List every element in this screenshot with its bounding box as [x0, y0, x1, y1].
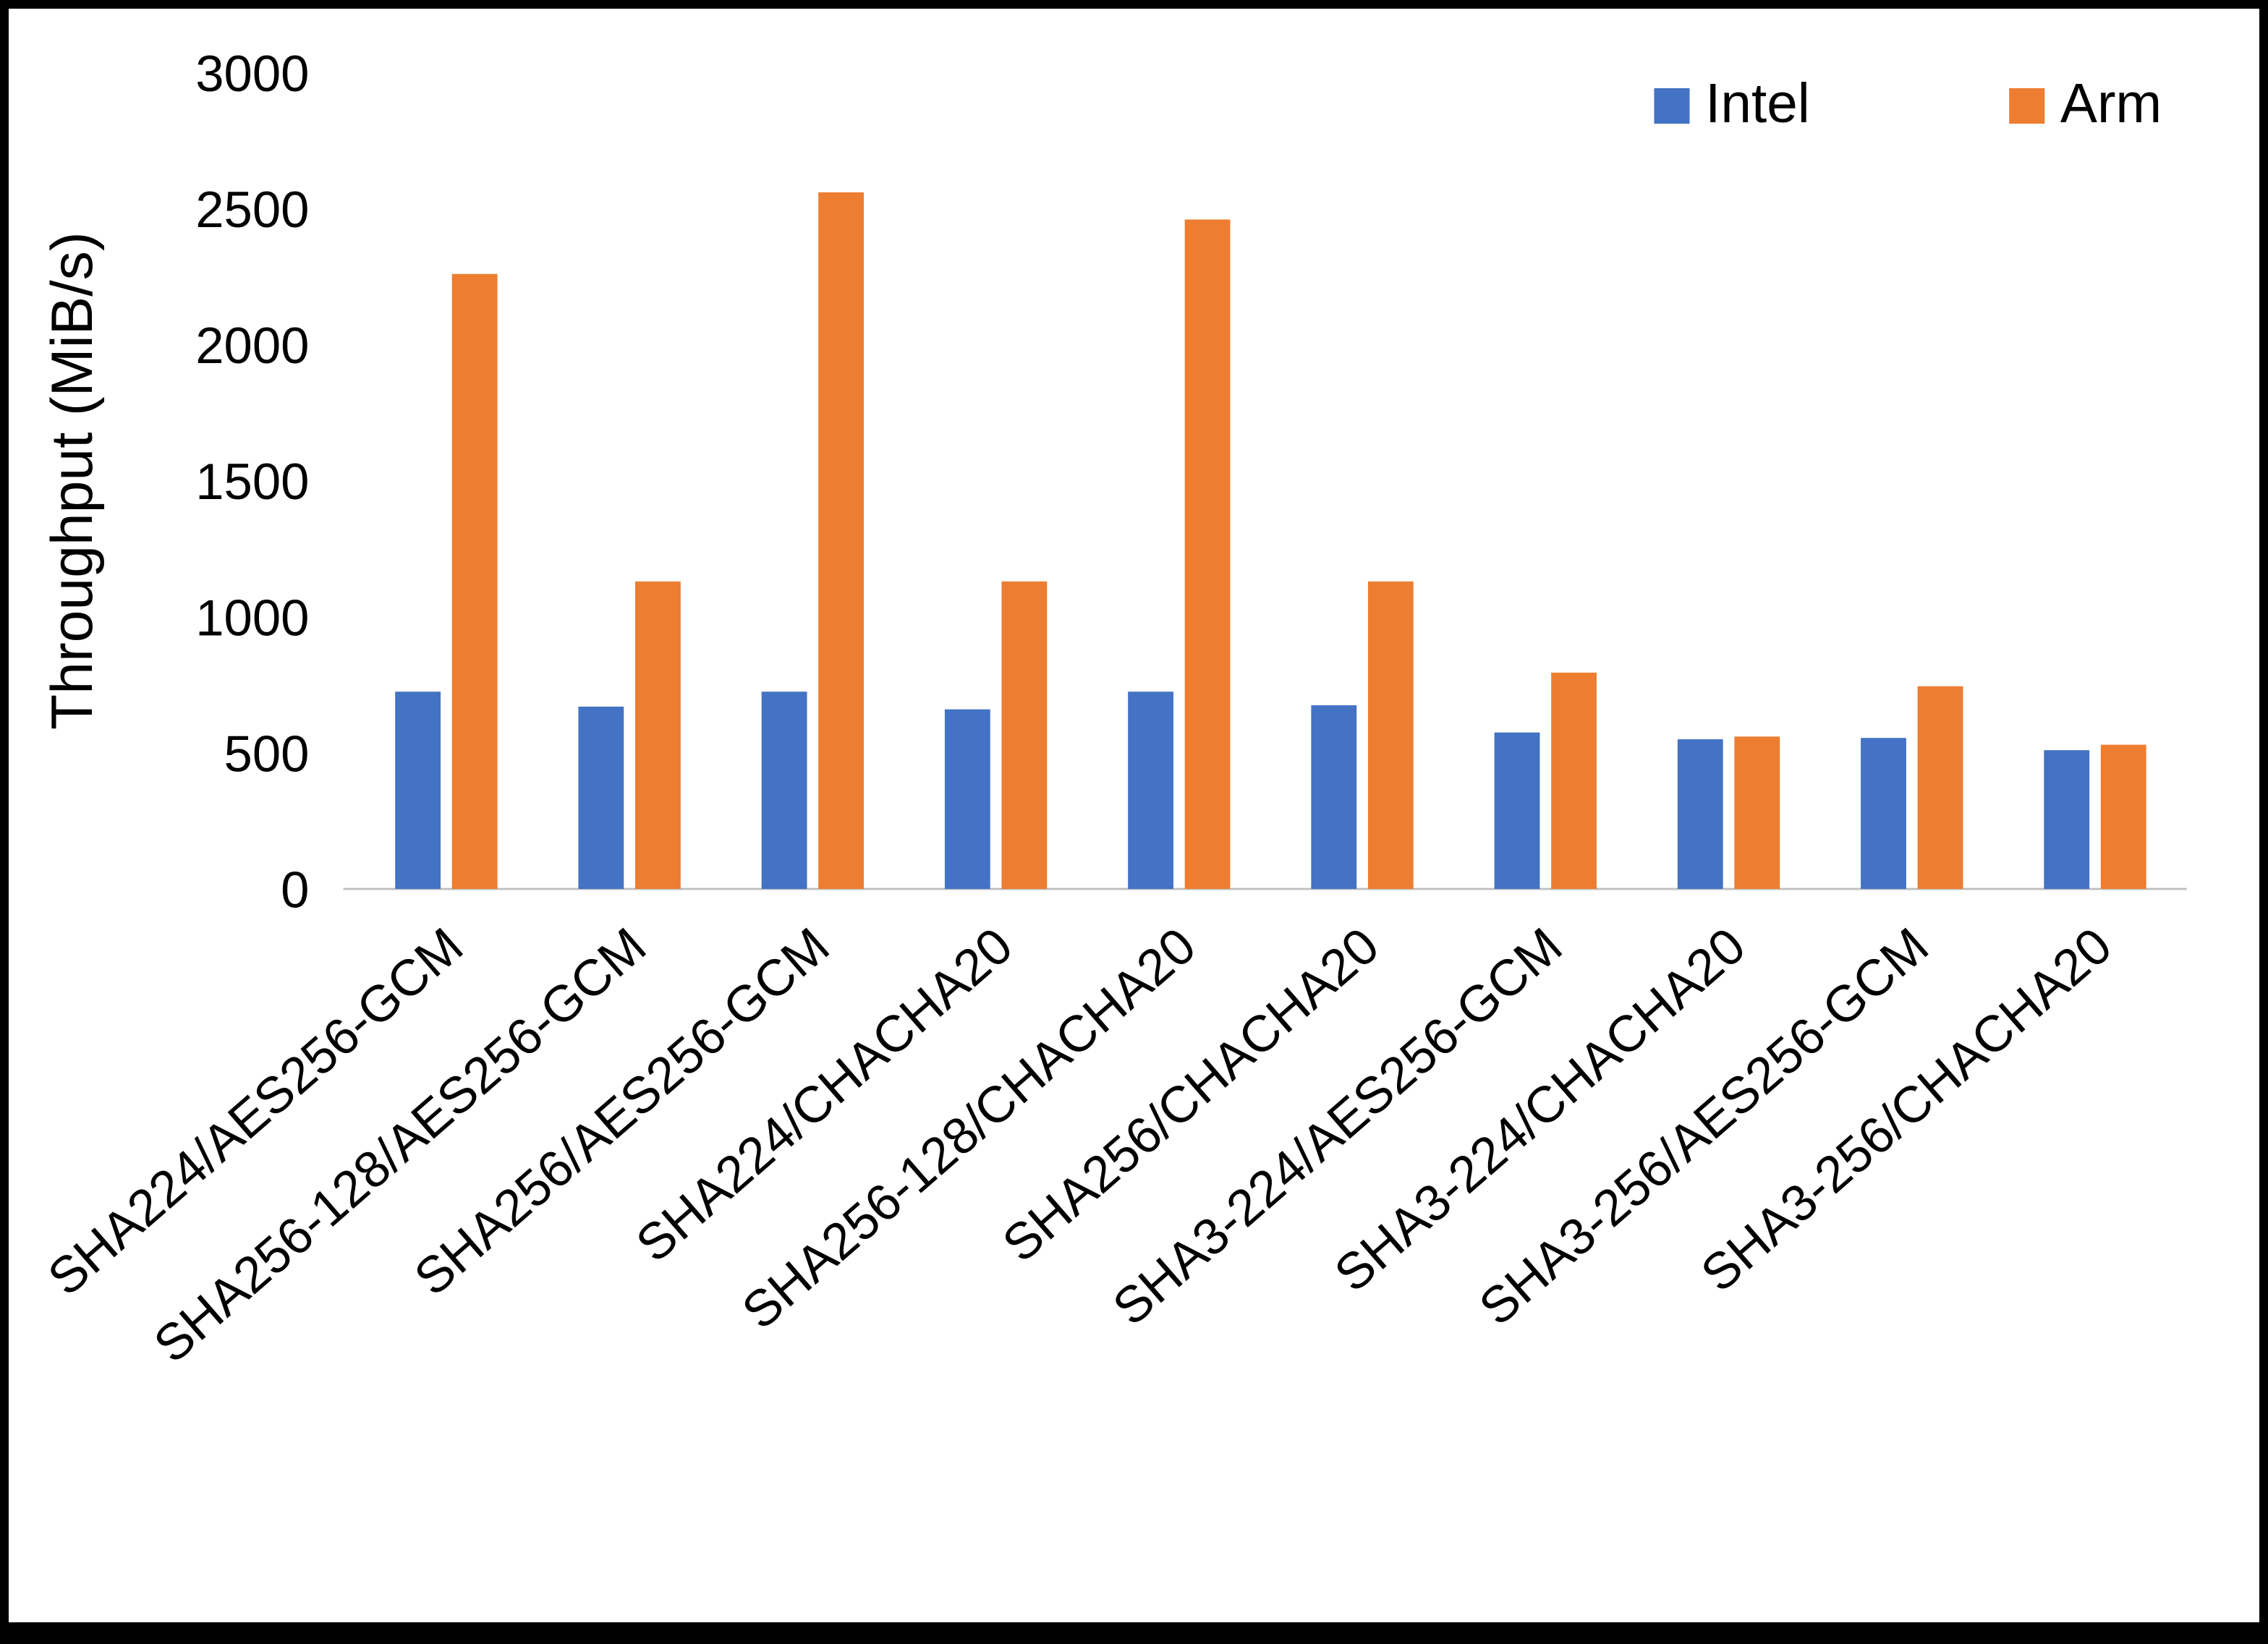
- bar-intel-7: [1677, 739, 1723, 890]
- bar-intel-3: [944, 709, 990, 890]
- y-tick-label: 3000: [195, 45, 309, 102]
- bar-chart: 050010001500200025003000SHA224/AES256-GC…: [37, 45, 2187, 1373]
- bar-arm-1: [634, 581, 681, 890]
- y-tick-label: 2000: [195, 317, 309, 374]
- y-tick-label: 1500: [195, 453, 309, 510]
- bar-intel-5: [1311, 705, 1357, 890]
- legend-swatch-intel: [1654, 88, 1690, 124]
- bar-intel-0: [395, 691, 441, 890]
- bar-intel-8: [1861, 738, 1906, 890]
- y-tick-label: 1000: [195, 589, 309, 646]
- y-tick-label: 500: [224, 725, 310, 782]
- bar-arm-8: [1917, 686, 1963, 890]
- y-axis-title: Throughput (MiB/s): [40, 231, 105, 730]
- legend-swatch-arm: [2009, 88, 2045, 124]
- bar-intel-1: [578, 706, 624, 890]
- y-tick-label: 2500: [195, 181, 309, 238]
- legend-label-intel: Intel: [1705, 73, 1810, 135]
- bar-arm-4: [1184, 219, 1231, 890]
- bar-arm-2: [818, 192, 865, 890]
- bar-intel-4: [1128, 691, 1173, 890]
- bar-intel-2: [761, 691, 807, 890]
- bar-arm-9: [2100, 744, 2146, 890]
- y-tick-label: 0: [281, 861, 309, 919]
- bar-arm-6: [1551, 672, 1597, 890]
- bar-arm-0: [451, 273, 498, 890]
- plot-area: 050010001500200025003000SHA224/AES256-GC…: [37, 45, 2187, 1373]
- bar-intel-6: [1494, 732, 1540, 890]
- bar-arm-7: [1734, 736, 1780, 890]
- legend: Intel Arm: [1654, 73, 2162, 135]
- bar-intel-9: [2044, 750, 2090, 890]
- legend-label-arm: Arm: [2060, 73, 2162, 135]
- bar-arm-3: [1001, 581, 1048, 890]
- bar-arm-5: [1367, 581, 1414, 890]
